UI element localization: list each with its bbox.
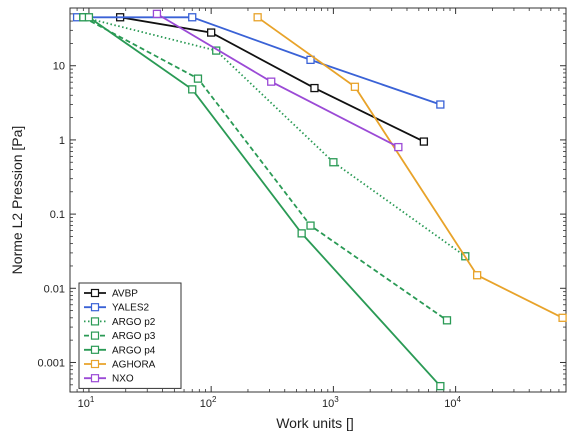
data-point-argo-p4 xyxy=(84,13,94,22)
data-point-yales2 xyxy=(306,55,315,65)
data-point-argo-p4 xyxy=(297,229,306,238)
series-line-nxo xyxy=(156,13,399,148)
legend-label: AVBP xyxy=(112,289,138,300)
series-nxo xyxy=(152,9,403,152)
legend-label: NXO xyxy=(112,374,134,385)
data-point-aghora xyxy=(558,313,567,322)
data-point-argo-p3 xyxy=(193,74,203,83)
x-tick-label: 102 xyxy=(200,395,217,410)
legend-entry-avbp: AVBP xyxy=(84,289,138,300)
series-line-avbp xyxy=(119,16,425,143)
data-point-argo-p3 xyxy=(306,221,315,230)
y-tick-label: 1 xyxy=(59,135,65,147)
data-point-argo-p4 xyxy=(188,85,197,94)
data-point-yales2 xyxy=(436,100,445,109)
data-point-avbp xyxy=(419,137,429,146)
y-axis-label: Norme L2 Pression [Pa] xyxy=(9,126,25,275)
data-point-yales2 xyxy=(188,13,197,22)
data-point-nxo xyxy=(267,77,276,86)
legend-marker xyxy=(90,331,100,340)
legend-entry-argo-p3: ARGO p3 xyxy=(84,331,156,342)
legend-label: AGHORA xyxy=(112,360,156,371)
data-point-aghora xyxy=(472,271,482,280)
y-tick-label: 0.01 xyxy=(44,283,65,295)
data-point-avbp xyxy=(207,28,216,37)
plot-series xyxy=(72,9,567,391)
data-point-aghora xyxy=(253,13,262,22)
data-point-nxo xyxy=(152,9,162,19)
y-tick-label: 0.1 xyxy=(50,209,65,221)
x-tick-exponent: 3 xyxy=(334,395,339,404)
y-tick-label: 0.001 xyxy=(37,357,65,369)
legend-entry-argo-p4: ARGO p4 xyxy=(84,345,156,356)
series-argo-p3 xyxy=(79,13,452,325)
legend-marker xyxy=(90,359,100,369)
data-point-aghora xyxy=(350,82,360,91)
series-aghora xyxy=(253,13,567,322)
data-point-argo-p3 xyxy=(442,316,452,325)
plot-frame xyxy=(69,7,567,393)
x-tick-label: 103 xyxy=(322,395,339,410)
series-argo-p4 xyxy=(84,13,445,391)
series-line-aghora xyxy=(257,16,564,319)
series-line-argo-p3 xyxy=(82,16,448,322)
legend-marker xyxy=(90,303,100,312)
data-point-argo-p2 xyxy=(329,158,338,167)
x-tick-exponent: 4 xyxy=(457,395,462,404)
legend-entry-yales2: YALES2 xyxy=(84,303,149,314)
legend-entry-nxo: NXO xyxy=(84,374,134,385)
legend-marker xyxy=(90,374,100,383)
data-point-argo-p4 xyxy=(436,381,445,391)
legend-label: ARGO p4 xyxy=(112,345,156,356)
legend-label: ARGO p3 xyxy=(112,331,156,342)
data-point-nxo xyxy=(394,142,403,152)
legend-label: YALES2 xyxy=(112,303,149,314)
legend-marker xyxy=(90,288,100,298)
legend: AVBP YALES2 ARGO p2 ARGO p3 ARGO p4 AGHORA NXO xyxy=(78,282,182,389)
y-tick-label: 10 xyxy=(53,61,65,73)
series-yales2 xyxy=(72,13,445,109)
series-line-yales2 xyxy=(77,16,441,106)
x-tick-exponent: 2 xyxy=(212,395,217,404)
legend-entry-aghora: AGHORA xyxy=(84,360,156,371)
data-point-avbp xyxy=(310,83,319,93)
legend-entry-argo-p2: ARGO p2 xyxy=(84,317,156,328)
x-axis-label: Work units [] xyxy=(276,415,354,431)
x-tick-label: 104 xyxy=(444,395,461,410)
legend-marker xyxy=(90,345,100,354)
legend-label: ARGO p2 xyxy=(112,317,156,328)
x-tick-exponent: 1 xyxy=(90,395,95,404)
series-line-argo-p2 xyxy=(83,16,466,258)
x-tick-label: 101 xyxy=(78,395,95,410)
legend-marker xyxy=(90,317,100,326)
series-line-argo-p4 xyxy=(88,16,441,387)
